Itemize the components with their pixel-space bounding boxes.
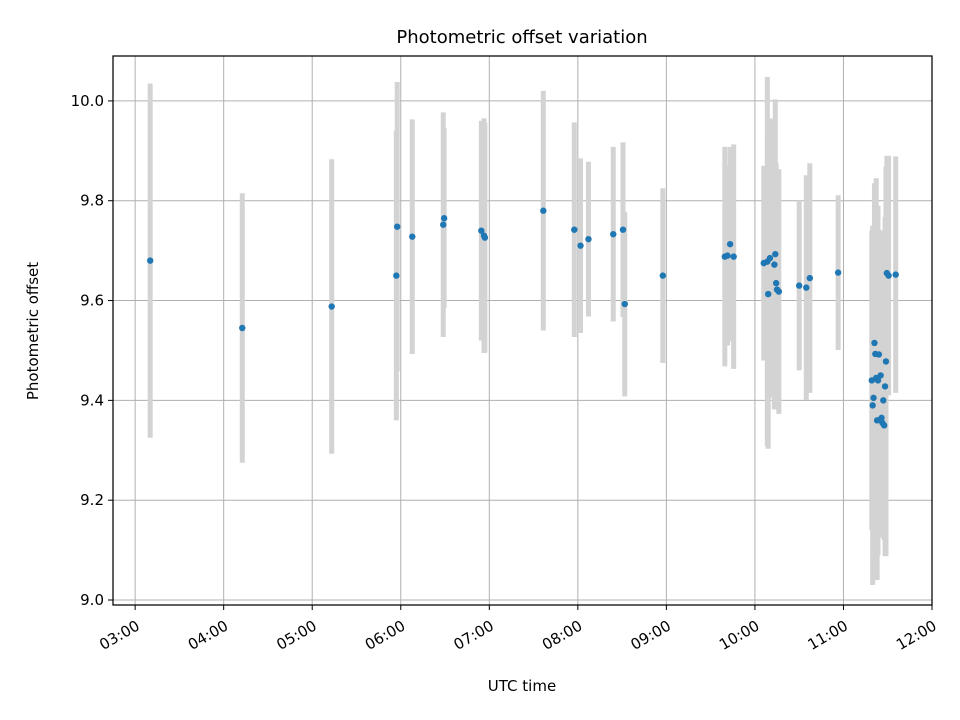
- data-point: [870, 394, 877, 402]
- data-points: [146, 207, 899, 429]
- data-point: [795, 282, 803, 289]
- x-axis-label: UTC time: [488, 677, 556, 695]
- y-tick-label: 9.8: [80, 192, 104, 210]
- data-point: [834, 269, 842, 276]
- data-point: [775, 288, 783, 295]
- data-point: [877, 372, 884, 379]
- chart-title: Photometric offset variation: [396, 27, 647, 48]
- data-point: [874, 377, 882, 384]
- data-point: [875, 351, 883, 358]
- data-point: [765, 290, 772, 298]
- y-tick-label: 9.0: [80, 591, 104, 609]
- y-tick-label: 9.6: [80, 292, 104, 310]
- data-point: [659, 272, 667, 279]
- data-point: [577, 242, 584, 249]
- data-point: [621, 300, 628, 308]
- data-point: [878, 414, 885, 422]
- plot-frame: [112, 55, 933, 606]
- data-point: [871, 339, 878, 347]
- y-tick-label: 9.2: [80, 491, 104, 509]
- data-point: [730, 253, 737, 260]
- data-point: [892, 271, 899, 278]
- y-tick-label: 10.0: [71, 92, 104, 110]
- data-point: [394, 223, 401, 230]
- data-point: [409, 233, 416, 240]
- data-point: [146, 257, 154, 264]
- y-tick-label: 9.4: [80, 391, 104, 409]
- data-point: [771, 261, 778, 268]
- data-point: [585, 235, 592, 243]
- data-point: [772, 279, 780, 287]
- data-point: [328, 303, 335, 310]
- data-point: [440, 215, 448, 222]
- data-point: [803, 284, 810, 291]
- data-point: [882, 358, 890, 365]
- data-point: [766, 254, 774, 262]
- data-point: [540, 207, 547, 214]
- grid: [113, 56, 933, 605]
- y-axis-label: Photometric offset: [24, 262, 42, 400]
- data-point: [869, 402, 876, 409]
- data-point: [772, 250, 779, 258]
- data-point: [440, 221, 447, 228]
- data-point: [880, 397, 887, 404]
- data-point: [885, 272, 892, 279]
- data-point: [481, 234, 489, 241]
- data-point: [393, 272, 400, 279]
- data-point: [619, 226, 627, 233]
- data-point: [610, 230, 617, 238]
- data-point: [239, 324, 246, 332]
- data-point: [880, 422, 888, 429]
- data-point: [724, 252, 731, 259]
- data-point: [806, 274, 814, 282]
- data-point: [478, 227, 485, 234]
- data-point: [571, 226, 578, 233]
- y-axis: 9.0 9.2 9.4 9.6 9.8 10.0: [71, 92, 113, 609]
- data-point: [881, 383, 889, 390]
- data-point: [726, 240, 734, 248]
